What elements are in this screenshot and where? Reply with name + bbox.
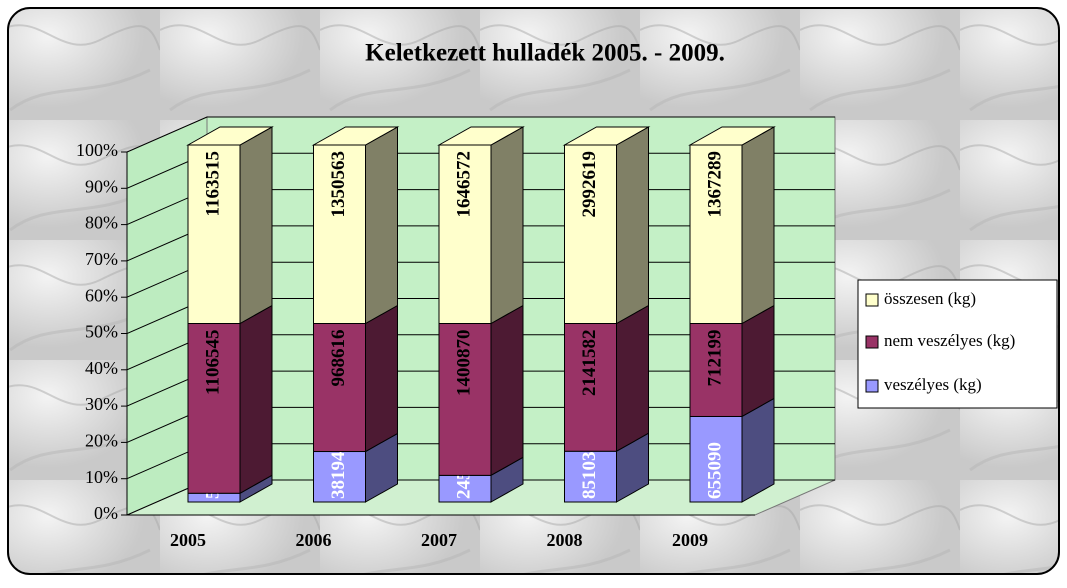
bar-segment	[562, 126, 651, 325]
y-tick-label: 20%	[85, 431, 118, 451]
bar-side	[741, 304, 775, 418]
y-tick-label: 50%	[85, 322, 118, 342]
bar-front	[313, 451, 366, 503]
bar-front	[564, 450, 617, 503]
legend-label: összesen (kg)	[884, 289, 976, 308]
data-label: 1646572	[453, 151, 474, 218]
legend	[857, 279, 1058, 409]
data-label: 1106545	[202, 330, 223, 395]
data-label: 1367289	[704, 151, 725, 218]
x-tick-label: 2007	[421, 530, 457, 550]
bar-front	[564, 144, 617, 324]
bar-side	[239, 304, 273, 495]
bar-side	[490, 126, 524, 325]
bar-segment	[313, 432, 398, 503]
x-tick-label: 2006	[296, 530, 332, 550]
bar-segment	[313, 304, 398, 453]
data-label: 381947	[328, 442, 349, 500]
bar-top	[562, 126, 651, 146]
x-tick-label: 2005	[170, 530, 206, 550]
data-label: 968616	[328, 330, 349, 387]
bar-front	[689, 323, 743, 417]
bar-front	[187, 323, 241, 494]
bar-front	[438, 474, 492, 503]
y-tick-label: 100%	[76, 140, 118, 160]
bar-segment	[688, 126, 776, 325]
bar-segment	[437, 126, 525, 325]
legend-swatch	[865, 379, 879, 393]
bar-segment	[438, 304, 524, 477]
y-tick-label: 60%	[85, 285, 118, 305]
legend-label: veszélyes (kg)	[884, 375, 982, 394]
legend-swatch	[865, 335, 879, 349]
data-label: 1400870	[453, 330, 474, 397]
bar-top	[437, 126, 525, 146]
x-tick-label: 2009	[672, 530, 708, 550]
bar-side	[616, 304, 649, 453]
y-tick-label: 80%	[85, 213, 118, 233]
bar-top	[688, 126, 776, 146]
grid-line	[126, 116, 835, 153]
x-tick-label: 2008	[547, 530, 583, 550]
bar-segment	[311, 126, 400, 325]
y-tick-label: 30%	[85, 394, 118, 414]
legend-label: nem veszélyes (kg)	[884, 331, 1015, 350]
bar-front	[689, 144, 743, 324]
y-tick-label: 0%	[94, 503, 118, 523]
bar-front	[187, 144, 241, 324]
y-tick-label: 40%	[85, 358, 118, 378]
bar-side	[365, 304, 398, 453]
bar-side	[490, 304, 524, 477]
bar-front	[313, 144, 366, 324]
y-tick-label: 70%	[85, 249, 118, 269]
data-label: 712199	[704, 330, 725, 387]
bar-top	[186, 126, 274, 146]
data-label: 1163515	[202, 151, 223, 216]
chart-title: Keletkezett hulladék 2005. - 2009.	[365, 40, 725, 67]
bar-side	[239, 126, 273, 325]
bar-front	[313, 323, 366, 453]
data-label: 2992619	[579, 151, 600, 218]
bar-side	[616, 126, 649, 325]
legend-swatch	[865, 293, 879, 307]
y-tick-label: 90%	[85, 176, 118, 196]
bar-segment	[187, 304, 273, 495]
data-label: 655090	[704, 442, 725, 499]
bar-side	[741, 126, 775, 325]
bar-side	[365, 126, 398, 325]
bar-segment	[564, 432, 649, 503]
bar-front	[438, 323, 492, 476]
data-label: 851037	[579, 442, 600, 500]
bar-segment	[186, 126, 274, 325]
y-tick-label: 10%	[85, 467, 118, 487]
data-label: 2141582	[579, 330, 600, 397]
bar-top	[311, 126, 400, 146]
bar-segment	[564, 304, 649, 453]
data-label: 1350563	[328, 151, 349, 218]
